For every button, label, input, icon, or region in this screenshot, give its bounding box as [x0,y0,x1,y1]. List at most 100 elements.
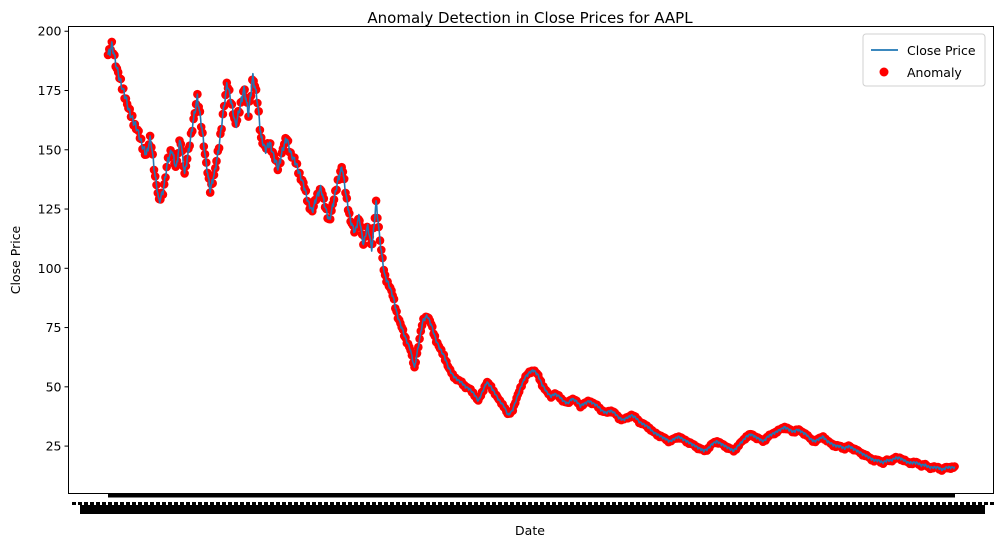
x-tick-label-fragment [402,502,406,505]
x-tick-label-fragment [714,502,718,505]
x-tick-label-fragment [456,502,460,505]
x-tick-label-fragment [396,502,400,505]
x-tick-label-fragment [306,502,310,505]
x-tick-label-fragment [762,502,766,505]
y-tick-label: 125 [38,202,62,217]
x-tick-label-fragment [696,502,700,505]
x-tick-label-fragment [858,502,862,505]
y-tick-label: 50 [46,379,62,394]
x-tick-label-fragment [888,502,892,505]
legend-anomaly-swatch [879,67,889,77]
legend: Close Price Anomaly [862,33,986,87]
x-tick-label-fragment [516,502,520,505]
x-tick-label-fragment [462,502,466,505]
x-tick-label-fragment [192,502,196,505]
x-tick-labels-fringe [72,502,994,505]
x-tick-label-fragment [294,502,298,505]
x-tick-label-fragment [948,502,952,505]
x-tick-label-fragment [702,502,706,505]
x-tick-label-fragment [852,502,856,505]
x-tick-label-fragment [120,502,124,505]
close-price-line [107,41,956,472]
y-axis: 25 50 75 100 125 150 175 200 [38,24,69,454]
x-tick-label-fragment [246,502,250,505]
x-tick-label-fragment [924,502,928,505]
x-tick-label-fragment [510,502,514,505]
x-tick-label-fragment [624,502,628,505]
x-tick-label-fragment [480,502,484,505]
x-tick-label-fragment [522,502,526,505]
x-tick-label-fragment [600,502,604,505]
x-tick-label-fragment [750,502,754,505]
x-tick-label-fragment [612,502,616,505]
x-tick-label-fragment [678,502,682,505]
x-tick-label-fragment [768,502,772,505]
x-tick-label-fragment [882,502,886,505]
x-tick-label-fragment [804,502,808,505]
x-tick-label-fragment [372,502,376,505]
x-tick-label-fragment [894,502,898,505]
x-tick-label-fragment [912,502,916,505]
x-tick-label-fragment [816,502,820,505]
x-tick-label-fragment [348,502,352,505]
x-tick-label-fragment [318,502,322,505]
x-tick-label-fragment [132,502,136,505]
x-tick-label-fragment [936,502,940,505]
x-tick-label-fragment [846,502,850,505]
x-tick-label-fragment [264,502,268,505]
y-tick-label: 175 [38,83,62,98]
x-tick-label-fragment [204,502,208,505]
x-tick-label-fragment [384,502,388,505]
x-tick-label-fragment [444,502,448,505]
x-tick-label-fragment [684,502,688,505]
x-tick-label-fragment [534,502,538,505]
x-tick-label-fragment [162,502,166,505]
x-tick-label-fragment [972,502,976,505]
x-tick-label-fragment [360,502,364,505]
x-tick-label-fragment [966,502,970,505]
x-tick-label-fragment [582,502,586,505]
x-tick-label-fragment [336,502,340,505]
y-tick-label: 25 [46,439,62,454]
x-tick-label-fragment [786,502,790,505]
x-tick-label-fragment [822,502,826,505]
x-tick-label-fragment [708,502,712,505]
x-tick-label-fragment [168,502,172,505]
x-tick-label-fragment [240,502,244,505]
x-tick-label-fragment [792,502,796,505]
x-tick-label-fragment [174,502,178,505]
x-tick-label-fragment [570,502,574,505]
x-tick-label-fragment [486,502,490,505]
x-tick-label-fragment [216,502,220,505]
x-tick-label-fragment [828,502,832,505]
x-tick-label-fragment [426,502,430,505]
x-tick-label-fragment [300,502,304,505]
x-tick-label-fragment [552,502,556,505]
x-tick-label-fragment [720,502,724,505]
y-axis-label: Close Price [8,225,23,294]
x-tick-label-fragment [282,502,286,505]
chart-title: Anomaly Detection in Close Prices for AA… [367,9,693,27]
x-tick-label-fragment [354,502,358,505]
x-tick-label-fragment [210,502,214,505]
x-tick-label-fragment [834,502,838,505]
x-tick-label-fragment [72,502,76,505]
x-tick-label-fragment [408,502,412,505]
x-tick-label-fragment [900,502,904,505]
y-tick-label: 150 [38,142,62,157]
x-tick-label-fragment [630,502,634,505]
x-tick-label-fragment [660,502,664,505]
x-tick-label-fragment [984,502,988,505]
x-tick-label-fragment [840,502,844,505]
x-tick-label-fragment [942,502,946,505]
x-tick-label-fragment [960,502,964,505]
x-tick-label-fragment [270,502,274,505]
x-tick-labels-overlapping [80,505,985,514]
x-tick-label-fragment [420,502,424,505]
x-tick-label-fragment [528,502,532,505]
x-tick-label-fragment [468,502,472,505]
y-tick-label: 200 [38,24,62,39]
x-axis-label: Date [515,523,545,538]
x-tick-label-fragment [414,502,418,505]
x-tick-label-fragment [870,502,874,505]
